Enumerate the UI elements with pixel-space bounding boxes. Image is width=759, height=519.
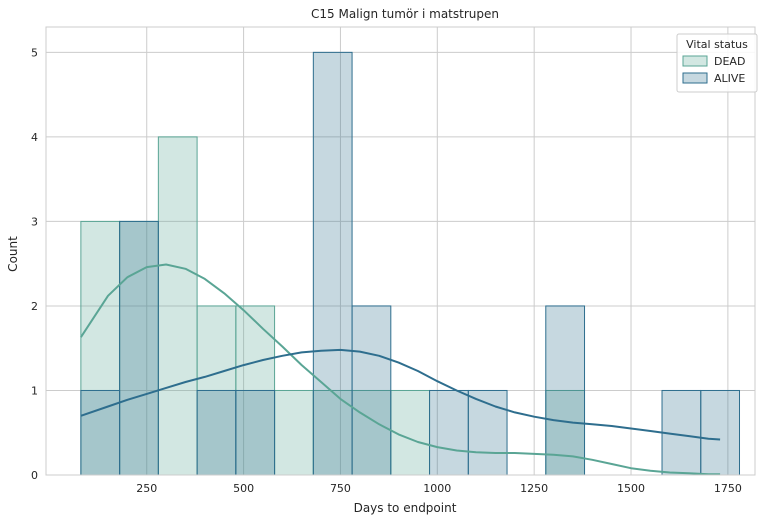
legend-swatch-dead (682, 55, 708, 67)
plot-frame (45, 26, 756, 476)
y-tick-label: 3 (31, 215, 38, 228)
bar-alive (467, 389, 508, 476)
y-axis-label: Count (6, 236, 20, 272)
histogram-bars (80, 51, 741, 476)
legend-box (676, 33, 758, 93)
x-tick-label: 500 (233, 482, 254, 495)
legend: Vital status DEAD ALIVE (676, 33, 758, 93)
x-tick-label: 250 (136, 482, 157, 495)
bar-alive (700, 389, 741, 476)
y-tick-label: 2 (31, 300, 38, 313)
bar-alive (196, 389, 237, 476)
y-tick-label: 4 (31, 131, 38, 144)
bar-alive (545, 305, 586, 476)
x-tick-label: 1000 (423, 482, 451, 495)
y-tick-label: 5 (31, 46, 38, 59)
bar-alive (235, 389, 276, 476)
bar-alive (312, 51, 353, 476)
bar-dead (545, 389, 586, 476)
legend-title: Vital status (686, 38, 748, 51)
bar-dead (157, 136, 198, 476)
tick-labels: 250 500 750 1000 1250 1500 1750 0 1 2 3 4 5 (31, 46, 742, 495)
bar-alive (80, 389, 121, 476)
bar-alive (119, 220, 159, 476)
kde-curves (80, 263, 721, 476)
legend-label-dead: DEAD (714, 55, 745, 68)
kde-line-alive (80, 348, 721, 441)
x-tick-label: 750 (330, 482, 351, 495)
chart-title: C15 Malign tumör i matstrupen (311, 7, 499, 21)
x-tick-label: 1250 (520, 482, 548, 495)
y-tick-label: 1 (31, 384, 38, 397)
x-tick-label: 1500 (617, 482, 645, 495)
bar-dead (274, 389, 314, 476)
bar-alive (351, 305, 392, 476)
x-tick-label: 1750 (714, 482, 742, 495)
legend-label-alive: ALIVE (714, 72, 745, 85)
kde-line-dead (80, 263, 721, 476)
x-axis-label: Days to endpoint (354, 501, 457, 515)
y-tick-label: 0 (31, 469, 38, 482)
legend-swatch-alive (682, 72, 708, 84)
bar-alive (429, 389, 469, 476)
